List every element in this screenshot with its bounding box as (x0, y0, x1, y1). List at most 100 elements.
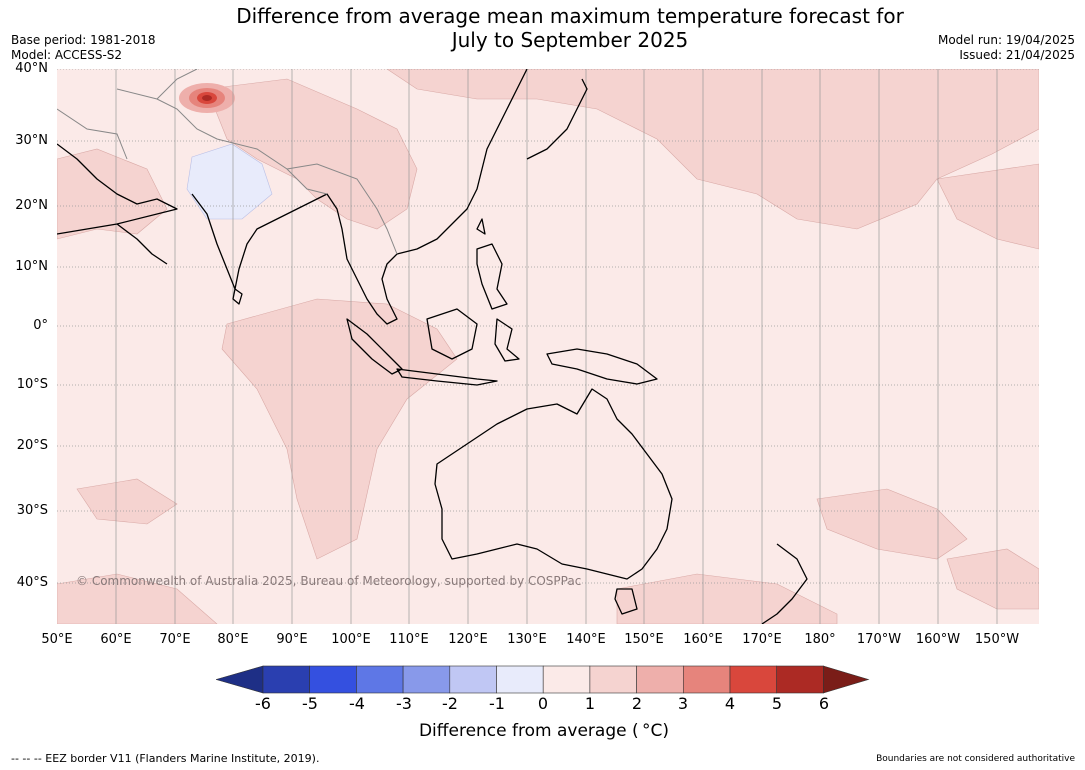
legend-swatch (262, 665, 311, 694)
coast-japan (526, 78, 588, 160)
lon-label: 130°E (507, 632, 547, 647)
coast-sri-lanka (232, 288, 243, 305)
boundaries-disclaimer: Boundaries are not considered authoritat… (876, 754, 1075, 764)
meta-right: Model run: 19/04/2025 Issued: 21/04/2025 (938, 33, 1075, 63)
lon-label: 140°E (566, 632, 606, 647)
color-legend (216, 665, 870, 694)
anomaly-hotspot (179, 83, 235, 113)
model-name: Model: ACCESS-S2 (11, 48, 123, 62)
legend-tick: -3 (396, 694, 412, 713)
copyright-text: © Commonwealth of Australia 2025, Bureau… (76, 574, 581, 588)
country-borders (57, 69, 398, 255)
anomaly-patch-north-pacific (386, 69, 1039, 230)
coast-southeast-asia (396, 69, 528, 255)
lon-label: 160°E (683, 632, 723, 647)
coast-south-asia (191, 193, 398, 325)
lon-label: 170°E (742, 632, 782, 647)
coast-sumatra (346, 318, 403, 375)
base-period: Base period: 1981-2018 (11, 33, 156, 47)
lat-label: 40°S (16, 575, 48, 590)
legend-tick: -6 (255, 694, 271, 713)
border-line (57, 108, 128, 160)
border-line (116, 88, 328, 195)
legend-tick: 1 (584, 694, 596, 713)
coast-australia (434, 388, 673, 580)
lat-label: 20°S (16, 438, 48, 453)
coast-philippines (476, 243, 508, 310)
anomaly-patch-south-pacific (816, 488, 968, 560)
lon-label: 150°E (624, 632, 664, 647)
legend-swatch (542, 665, 591, 694)
issued-date: Issued: 21/04/2025 (959, 48, 1075, 62)
coast-new-guinea (546, 348, 658, 385)
legend-swatch (402, 665, 451, 694)
legend-swatch (729, 665, 778, 694)
lon-label: 180° (804, 632, 836, 647)
lon-label: 110°E (389, 632, 429, 647)
coast-sulawesi (494, 318, 520, 362)
lon-label: 90°E (276, 632, 308, 647)
map-title: Difference from average mean maximum tem… (160, 4, 980, 52)
legend-swatch (589, 665, 637, 694)
lon-label: 70°E (159, 632, 191, 647)
legend-swatch (776, 665, 824, 694)
border-line (286, 163, 398, 255)
lon-label: 80°E (217, 632, 249, 647)
legend-tick: -1 (489, 694, 505, 713)
legend-swatch (496, 665, 544, 694)
coast-java (396, 368, 498, 386)
lon-label: 170°W (856, 632, 902, 647)
legend-tick: -2 (442, 694, 458, 713)
lon-label: 50°E (41, 632, 73, 647)
coast-africa-arabia (57, 143, 178, 235)
lon-label: 160°W (915, 632, 961, 647)
lat-label: 40°N (15, 61, 48, 76)
lon-label: 100°E (331, 632, 371, 647)
coast-borneo (426, 308, 478, 360)
anomaly-patch-china (206, 78, 418, 230)
legend-swatch (682, 665, 731, 694)
anomaly-patch-south-indian (57, 573, 218, 624)
anomaly-patch-southern (616, 573, 838, 624)
legend-swatch (636, 665, 684, 694)
anomaly-patch-southeast (946, 548, 1039, 610)
anomaly-patch-india-cool (186, 143, 273, 220)
legend-tick: -5 (302, 694, 318, 713)
legend-extend-high (823, 665, 870, 694)
border-line (156, 69, 198, 100)
legend-swatch (356, 665, 404, 694)
legend-tick: 0 (537, 694, 549, 713)
lon-label: 150°W (974, 632, 1020, 647)
legend-tick: 6 (818, 694, 830, 713)
coast-tasmania (614, 588, 638, 615)
lat-label: 10°S (16, 377, 48, 392)
lat-label: 30°S (16, 503, 48, 518)
legend-tick: 4 (724, 694, 736, 713)
legend-swatches (216, 665, 870, 694)
coast-new-zealand (761, 543, 808, 624)
legend-swatch (309, 665, 357, 694)
lon-label: 120°E (448, 632, 488, 647)
anomaly-patch-east-pacific (936, 163, 1039, 250)
anomaly-patch-indian-ocean (221, 298, 458, 560)
coast-taiwan (476, 218, 486, 235)
legend-tick: 5 (771, 694, 783, 713)
coastlines (57, 69, 808, 624)
legend-swatch (449, 665, 497, 694)
graticule (57, 69, 1039, 624)
lat-label: 20°N (15, 198, 48, 213)
lat-label: 30°N (15, 133, 48, 148)
coast-arabian-sea (116, 223, 168, 265)
legend-title: Difference from average ( °C) (418, 721, 670, 741)
legend-tick: -4 (349, 694, 365, 713)
eez-border-note: -- -- -- EEZ border V11 (Flanders Marine… (11, 752, 320, 765)
lat-label: 0° (33, 318, 48, 333)
title-line-2: July to September 2025 (451, 28, 689, 52)
meta-left: Base period: 1981-2018 Model: ACCESS-S2 (11, 33, 156, 63)
model-run: Model run: 19/04/2025 (937, 33, 1075, 47)
legend-tick: 2 (631, 694, 643, 713)
temperature-anomaly-map: © Commonwealth of Australia 2025, Bureau… (57, 69, 1039, 624)
anomaly-patch-arabia (57, 148, 168, 240)
lat-label: 10°N (15, 259, 48, 274)
anomaly-patch-southwest (76, 478, 178, 525)
